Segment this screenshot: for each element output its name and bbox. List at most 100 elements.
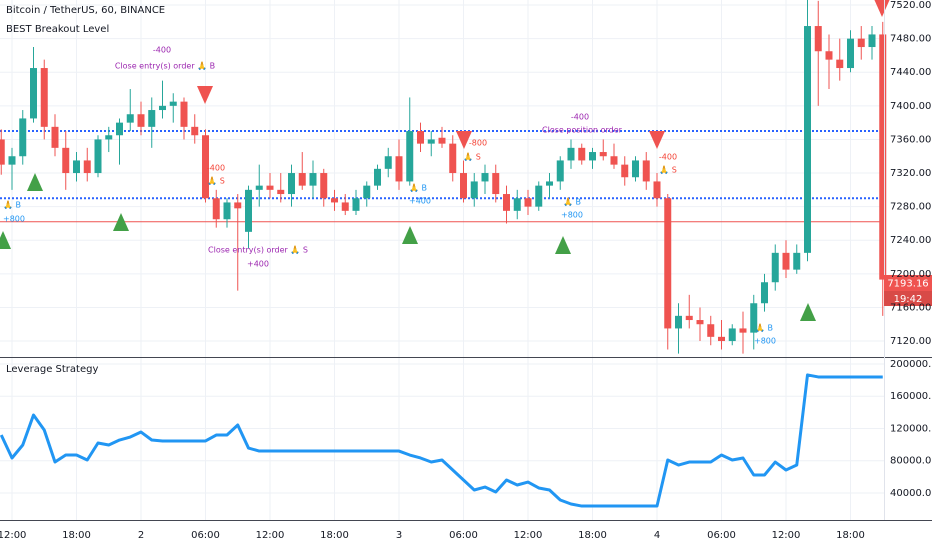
y-tick-label: 7360.00 — [890, 134, 931, 145]
order-label: +800 — [561, 211, 583, 220]
y-tick-label: 7400.00 — [890, 101, 931, 112]
order-label: -400 — [207, 164, 225, 173]
candle-body — [782, 252, 790, 270]
candle-body — [374, 168, 381, 186]
candle-body — [245, 189, 252, 232]
buy-signal — [113, 213, 129, 231]
candle-body — [212, 198, 220, 220]
x-tick-label: 06:00 — [191, 530, 220, 541]
x-tick-label: 4 — [654, 530, 660, 541]
candle-body — [427, 139, 435, 144]
order-label: 🙏 B — [3, 201, 21, 210]
candle-body — [718, 336, 725, 342]
candle-body — [825, 51, 833, 60]
candle-body — [470, 181, 478, 199]
candle-body — [750, 303, 758, 333]
candle-body — [159, 105, 166, 111]
price-tag: 7193.16 — [887, 279, 928, 290]
y-tick-label: 7320.00 — [890, 168, 931, 179]
candle-body — [642, 160, 650, 182]
candle-body — [19, 118, 27, 157]
candle-body — [804, 26, 811, 253]
x-tick-label: 18:00 — [578, 530, 607, 541]
y-tick-label: 7440.00 — [890, 67, 931, 78]
candle-body — [460, 173, 467, 199]
candle-body — [331, 198, 338, 203]
candle-body — [363, 185, 371, 199]
y-tick-label: 7280.00 — [890, 202, 931, 213]
strategy-line — [0, 373, 883, 508]
candle-body — [675, 315, 682, 329]
x-tick-label: 06:00 — [707, 530, 736, 541]
price-tag-bg — [884, 275, 932, 291]
marks — [0, 0, 887, 508]
candle-body — [589, 152, 596, 161]
x-tick-label: 12:00 — [514, 530, 543, 541]
candle-body — [255, 185, 263, 190]
candle-body — [728, 328, 736, 342]
candle-body — [137, 114, 145, 127]
candle-body — [632, 160, 639, 178]
x-tick-label: 12:00 — [256, 530, 285, 541]
y-tick-label: 7240.00 — [890, 235, 931, 246]
order-label: -400 — [153, 46, 171, 55]
candle-body — [94, 139, 102, 174]
candle-body — [266, 185, 274, 190]
y-tick-label: 7520.00 — [890, 0, 931, 11]
order-label: +800 — [3, 215, 25, 224]
sell-signal — [874, 0, 890, 17]
y-tick-label: 7200.00 — [890, 269, 931, 280]
candle-body — [169, 101, 177, 106]
countdown-bg — [884, 291, 932, 306]
order-label: -400 — [571, 113, 589, 122]
candle-body — [277, 189, 285, 195]
candle-body — [599, 152, 607, 157]
candle-body — [685, 315, 693, 321]
order-label: +400 — [247, 260, 269, 269]
candle-body — [793, 252, 801, 270]
candle-body — [83, 160, 91, 174]
sell-signal — [197, 86, 213, 104]
candle-body — [180, 101, 188, 127]
candle-body — [546, 181, 553, 186]
y-tick-label: 200000.00 — [890, 359, 932, 370]
x-tick-label: 18:00 — [836, 530, 865, 541]
candle-body — [352, 198, 360, 211]
pane-title: Leverage Strategy — [6, 364, 98, 375]
indicator-title: BEST Breakout Level — [6, 24, 109, 35]
candle-body — [30, 68, 37, 119]
order-label: Close entry(s) order 🙏 B — [115, 62, 215, 71]
candle-body — [0, 139, 5, 165]
y-tick-label: 40000.00 — [890, 488, 932, 499]
candle-body — [857, 38, 865, 48]
candle-body — [664, 198, 672, 329]
candle-body — [105, 135, 113, 140]
buy-signal — [27, 173, 43, 191]
order-label: 🙏 S — [463, 153, 481, 162]
y-tick-label: 120000.00 — [890, 423, 932, 434]
sell-signal — [649, 131, 665, 149]
candle-body — [707, 324, 715, 337]
candle-body — [578, 147, 586, 161]
x-tick-label: 12:00 — [0, 530, 26, 541]
candle-body — [126, 114, 134, 123]
buy-signal — [800, 303, 816, 321]
order-label: 🙏 B — [563, 198, 581, 207]
candle-body — [621, 164, 629, 178]
order-label: +400 — [409, 197, 431, 206]
candle-body — [847, 38, 854, 69]
candle-body — [202, 135, 209, 199]
candle-body — [438, 137, 446, 144]
candle-body — [395, 156, 403, 182]
order-label: Close position order — [542, 126, 623, 135]
order-label: +800 — [754, 337, 776, 346]
candle-body — [513, 198, 521, 211]
order-label: 🙏 B — [755, 324, 773, 333]
candle-body — [320, 173, 328, 199]
candle-body — [836, 59, 844, 69]
y-tick-label: 7120.00 — [890, 336, 931, 347]
candle-body — [384, 156, 392, 169]
x-tick-label: 2 — [138, 530, 144, 541]
candle-body — [148, 110, 156, 127]
